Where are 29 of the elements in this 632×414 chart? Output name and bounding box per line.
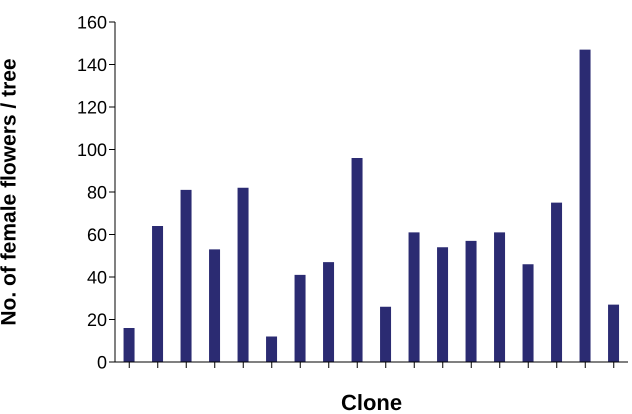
bar xyxy=(238,188,249,362)
y-tick-label: 160 xyxy=(76,12,107,32)
bar xyxy=(124,328,135,362)
x-axis-title: Clone xyxy=(340,390,402,414)
y-tick-label: 140 xyxy=(76,54,107,75)
y-tick-label: 120 xyxy=(76,97,107,118)
bar xyxy=(437,247,448,362)
bar xyxy=(152,226,164,362)
y-tick-label: 20 xyxy=(86,310,107,330)
bar xyxy=(380,306,392,362)
y-tick-label: 100 xyxy=(76,140,107,160)
bar xyxy=(408,232,420,362)
bar xyxy=(266,336,278,362)
bar xyxy=(209,249,220,362)
bar xyxy=(323,262,334,362)
y-axis-title: No. of female flowers / tree xyxy=(0,58,20,326)
bar xyxy=(352,158,363,362)
bar xyxy=(494,232,506,362)
bar xyxy=(466,240,477,362)
y-tick-label: 0 xyxy=(96,352,107,372)
bar xyxy=(294,274,306,362)
y-tick-label: 60 xyxy=(86,224,107,245)
bar xyxy=(180,190,192,362)
bar xyxy=(608,304,620,362)
bar xyxy=(522,264,534,362)
bar xyxy=(551,202,562,362)
y-tick-label: 80 xyxy=(86,182,107,202)
bar xyxy=(580,50,591,362)
y-tick-label: 40 xyxy=(86,267,107,288)
